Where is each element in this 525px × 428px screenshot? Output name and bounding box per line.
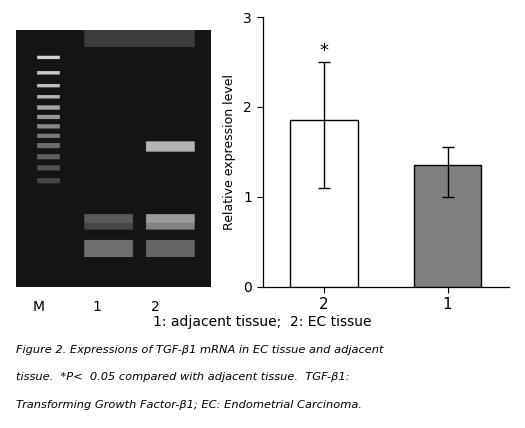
Text: tissue.  *P<  0.05 compared with adjacent tissue.  TGF-β1:: tissue. *P< 0.05 compared with adjacent … [16,372,349,382]
Text: Transforming Growth Factor-β1; EC: Endometrial Carcinoma.: Transforming Growth Factor-β1; EC: Endom… [16,400,362,410]
Text: 1: adjacent tissue;  2: EC tissue: 1: adjacent tissue; 2: EC tissue [153,315,372,329]
Text: 1: 1 [93,300,102,314]
Y-axis label: Relative expression level: Relative expression level [223,74,236,230]
Text: M: M [33,300,45,314]
Bar [414,165,481,287]
Text: 2: 2 [151,300,160,314]
Text: *: * [320,42,329,60]
Text: Figure 2. Expressions of TGF-β1 mRNA in EC tissue and adjacent: Figure 2. Expressions of TGF-β1 mRNA in … [16,345,383,354]
Bar [290,121,358,287]
